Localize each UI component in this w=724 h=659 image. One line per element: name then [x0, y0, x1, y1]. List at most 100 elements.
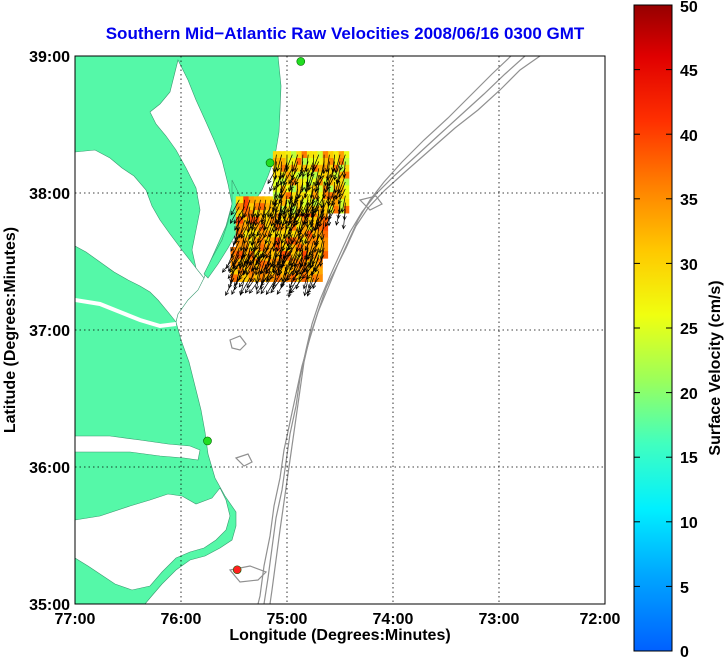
velocity-arrow [291, 227, 298, 245]
velocity-arrow [256, 220, 267, 237]
velocity-vectors [221, 151, 350, 298]
velocity-arrow [243, 227, 251, 245]
colorbar-tick-label: 20 [680, 386, 698, 403]
bay-arm-north [149, 59, 233, 279]
velocity-arrow [245, 206, 251, 225]
station-marker [265, 158, 275, 168]
y-tick-labels: 35:00 36:00 37:00 38:00 39:00 [29, 49, 70, 614]
velocity-arrow [342, 202, 347, 221]
velocity-arrow [230, 206, 240, 224]
pamlico-sound [75, 487, 231, 591]
velocity-arrow [305, 220, 314, 237]
velocity-arrow [309, 181, 314, 200]
velocity-arrow [291, 257, 298, 277]
velocity-color-cell [288, 267, 297, 276]
velocity-arrow [251, 220, 261, 238]
velocity-arrow [269, 199, 277, 218]
velocity-arrow [254, 257, 261, 276]
velocity-arrow [303, 277, 309, 297]
velocity-arrow [334, 175, 341, 194]
velocity-arrow [246, 213, 251, 234]
velocity-arrow [272, 206, 278, 228]
x-tick-label: 72:00 [580, 611, 621, 628]
velocity-arrow [290, 175, 298, 191]
colorbar-tick-label: 40 [680, 128, 698, 145]
x-tick-label: 74:00 [373, 611, 414, 628]
velocity-arrow [259, 271, 267, 291]
plot-frame [74, 55, 606, 605]
velocity-arrow [278, 161, 283, 181]
velocity-arrow [315, 182, 320, 202]
velocity-arrow [281, 234, 288, 252]
velocity-arrow [275, 240, 288, 258]
velocity-arrow [275, 220, 283, 238]
velocity-arrow [291, 161, 298, 181]
velocity-arrow [322, 182, 327, 200]
colorbar-tick-label: 10 [680, 515, 698, 532]
velocity-arrow [311, 199, 320, 218]
velocity-arrow [295, 199, 304, 218]
velocity-arrow [327, 175, 336, 191]
velocity-arrow [232, 250, 240, 270]
velocity-arrow [300, 250, 309, 269]
velocity-arrow [290, 199, 298, 217]
velocity-arrow [334, 154, 341, 174]
velocity-arrow [249, 206, 256, 226]
velocity-arrow [310, 250, 320, 269]
velocity-arrow [263, 220, 272, 239]
velocity-arrow [292, 188, 298, 208]
velocity-arrow [255, 199, 261, 219]
velocity-arrow [240, 277, 251, 295]
velocity-arrow [289, 182, 294, 202]
james-river [75, 298, 177, 329]
velocity-arrow [232, 247, 240, 266]
velocity-arrow [335, 168, 341, 185]
velocity-arrow [339, 154, 346, 171]
velocity-arrow [300, 199, 309, 217]
velocity-arrow [304, 206, 314, 225]
velocity-arrow [306, 161, 314, 178]
velocity-arrow [306, 277, 314, 297]
velocity-arrow [283, 168, 293, 186]
colorbar-tick-label: 35 [680, 192, 698, 209]
velocity-arrow [284, 257, 293, 276]
velocity-arrow [311, 188, 320, 205]
velocity-arrow [290, 250, 298, 268]
velocity-arrow [287, 220, 298, 236]
velocity-arrow [280, 168, 288, 186]
velocity-arrow [291, 154, 298, 173]
velocity-arrow [277, 199, 283, 219]
x-axis-label: Longitude (Degrees:Minutes) [229, 627, 450, 644]
velocity-arrow [266, 264, 277, 282]
station-markers [203, 57, 306, 575]
velocity-arrow [280, 227, 288, 245]
velocity-arrow [260, 277, 272, 295]
velocity-arrow [336, 168, 346, 185]
velocity-arrow [237, 257, 245, 275]
velocity-arrow [260, 257, 272, 275]
velocity-arrow [321, 154, 326, 175]
velocity-arrow [299, 154, 305, 175]
velocity-arrow [227, 264, 240, 279]
y-axis-label: Latitude (Degrees:Minutes) [2, 227, 19, 433]
velocity-arrow [287, 206, 293, 227]
velocity-arrow [310, 257, 320, 277]
x-tick-label: 75:00 [267, 611, 308, 628]
velocity-arrow [273, 161, 278, 181]
velocity-arrow [337, 175, 346, 194]
velocity-arrow [331, 182, 336, 200]
y-tick-label: 37:00 [29, 323, 70, 340]
station-marker [296, 57, 306, 66]
velocity-arrow [231, 240, 240, 259]
velocity-arrow [239, 234, 245, 252]
x-tick-label: 77:00 [55, 611, 96, 628]
velocity-arrow [315, 175, 325, 192]
colorbar-tick-label: 0 [680, 644, 689, 659]
velocity-arrow [256, 240, 261, 261]
velocity-arrow [331, 154, 336, 173]
velocity-arrow [289, 206, 298, 224]
velocity-arrow [324, 209, 336, 227]
velocity-arrow [306, 168, 314, 188]
velocity-arrow [255, 250, 267, 266]
velocity-arrow [281, 250, 293, 268]
